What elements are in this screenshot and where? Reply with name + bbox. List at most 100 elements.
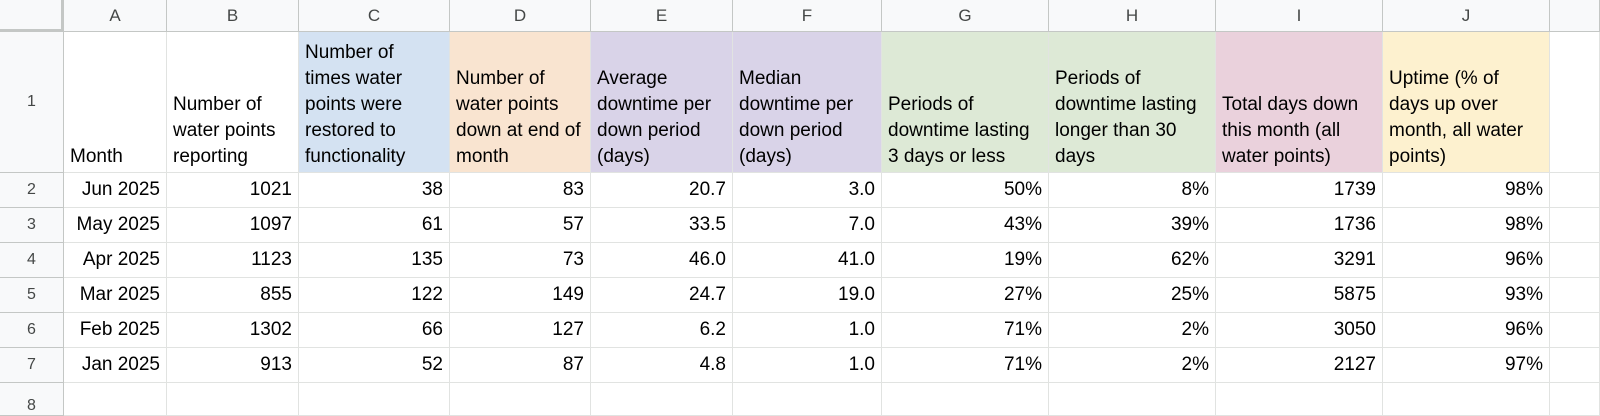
- column-header-a[interactable]: A: [64, 0, 167, 32]
- row-header[interactable]: 8: [0, 383, 64, 416]
- empty-cell[interactable]: [1216, 383, 1383, 416]
- header-cell-month[interactable]: Month: [64, 32, 167, 173]
- empty-cell[interactable]: [1550, 208, 1600, 243]
- cell-points-reporting[interactable]: 1123: [167, 243, 299, 278]
- empty-cell[interactable]: [64, 383, 167, 416]
- cell-median-downtime[interactable]: 41.0: [733, 243, 882, 278]
- cell-uptime[interactable]: 96%: [1383, 313, 1550, 348]
- empty-cell[interactable]: [1550, 173, 1600, 208]
- header-cell-times-restored[interactable]: Number of times water points were restor…: [299, 32, 450, 173]
- empty-cell[interactable]: [882, 383, 1049, 416]
- select-all-corner[interactable]: [0, 0, 64, 32]
- cell-month[interactable]: Apr 2025: [64, 243, 167, 278]
- column-header-h[interactable]: H: [1049, 0, 1216, 32]
- cell-long-downtime[interactable]: 2%: [1049, 348, 1216, 383]
- cell-times-restored[interactable]: 66: [299, 313, 450, 348]
- cell-points-down[interactable]: 57: [450, 208, 591, 243]
- row-header[interactable]: 5: [0, 278, 64, 313]
- cell-total-days-down[interactable]: 3050: [1216, 313, 1383, 348]
- empty-cell[interactable]: [1550, 278, 1600, 313]
- cell-total-days-down[interactable]: 1736: [1216, 208, 1383, 243]
- column-header-e[interactable]: E: [591, 0, 733, 32]
- cell-times-restored[interactable]: 38: [299, 173, 450, 208]
- column-header-d[interactable]: D: [450, 0, 591, 32]
- header-cell-total-days-down[interactable]: Total days down this month (all water po…: [1216, 32, 1383, 173]
- empty-cell[interactable]: [1550, 243, 1600, 278]
- header-cell-long-downtime[interactable]: Periods of downtime lasting longer than …: [1049, 32, 1216, 173]
- header-cell-median-downtime[interactable]: Median downtime per down period (days): [733, 32, 882, 173]
- cell-total-days-down[interactable]: 2127: [1216, 348, 1383, 383]
- cell-uptime[interactable]: 97%: [1383, 348, 1550, 383]
- column-header-f[interactable]: F: [733, 0, 882, 32]
- empty-cell[interactable]: [450, 383, 591, 416]
- cell-points-down[interactable]: 149: [450, 278, 591, 313]
- cell-points-reporting[interactable]: 855: [167, 278, 299, 313]
- column-header-c[interactable]: C: [299, 0, 450, 32]
- cell-average-downtime[interactable]: 6.2: [591, 313, 733, 348]
- cell-times-restored[interactable]: 122: [299, 278, 450, 313]
- cell-times-restored[interactable]: 61: [299, 208, 450, 243]
- cell-points-down[interactable]: 83: [450, 173, 591, 208]
- cell-uptime[interactable]: 98%: [1383, 173, 1550, 208]
- cell-short-downtime[interactable]: 27%: [882, 278, 1049, 313]
- cell-long-downtime[interactable]: 39%: [1049, 208, 1216, 243]
- cell-points-reporting[interactable]: 913: [167, 348, 299, 383]
- cell-points-reporting[interactable]: 1021: [167, 173, 299, 208]
- cell-long-downtime[interactable]: 25%: [1049, 278, 1216, 313]
- empty-cell[interactable]: [733, 383, 882, 416]
- cell-points-down[interactable]: 87: [450, 348, 591, 383]
- header-cell-short-downtime[interactable]: Periods of downtime lasting 3 days or le…: [882, 32, 1049, 173]
- row-header[interactable]: 2: [0, 173, 64, 208]
- cell-times-restored[interactable]: 52: [299, 348, 450, 383]
- empty-cell[interactable]: [1550, 383, 1600, 416]
- cell-points-reporting[interactable]: 1097: [167, 208, 299, 243]
- cell-average-downtime[interactable]: 46.0: [591, 243, 733, 278]
- row-header-1[interactable]: 1: [0, 32, 64, 173]
- cell-average-downtime[interactable]: 20.7: [591, 173, 733, 208]
- cell-points-down[interactable]: 73: [450, 243, 591, 278]
- cell-long-downtime[interactable]: 8%: [1049, 173, 1216, 208]
- empty-cell[interactable]: [1550, 32, 1600, 173]
- cell-median-downtime[interactable]: 7.0: [733, 208, 882, 243]
- header-cell-uptime[interactable]: Uptime (% of days up over month, all wat…: [1383, 32, 1550, 173]
- cell-short-downtime[interactable]: 71%: [882, 313, 1049, 348]
- column-header-j[interactable]: J: [1383, 0, 1550, 32]
- row-header[interactable]: 4: [0, 243, 64, 278]
- column-header-k[interactable]: [1550, 0, 1600, 32]
- row-header[interactable]: 6: [0, 313, 64, 348]
- cell-total-days-down[interactable]: 1739: [1216, 173, 1383, 208]
- cell-median-downtime[interactable]: 1.0: [733, 348, 882, 383]
- cell-average-downtime[interactable]: 24.7: [591, 278, 733, 313]
- cell-month[interactable]: Feb 2025: [64, 313, 167, 348]
- cell-short-downtime[interactable]: 50%: [882, 173, 1049, 208]
- empty-cell[interactable]: [1550, 348, 1600, 383]
- cell-short-downtime[interactable]: 71%: [882, 348, 1049, 383]
- header-cell-points-reporting[interactable]: Number of water points reporting: [167, 32, 299, 173]
- cell-month[interactable]: Jun 2025: [64, 173, 167, 208]
- empty-cell[interactable]: [591, 383, 733, 416]
- cell-long-downtime[interactable]: 2%: [1049, 313, 1216, 348]
- cell-median-downtime[interactable]: 1.0: [733, 313, 882, 348]
- empty-cell[interactable]: [299, 383, 450, 416]
- cell-total-days-down[interactable]: 5875: [1216, 278, 1383, 313]
- empty-cell[interactable]: [1550, 313, 1600, 348]
- empty-cell[interactable]: [167, 383, 299, 416]
- cell-month[interactable]: Mar 2025: [64, 278, 167, 313]
- cell-month[interactable]: May 2025: [64, 208, 167, 243]
- row-header[interactable]: 3: [0, 208, 64, 243]
- header-cell-points-down[interactable]: Number of water points down at end of mo…: [450, 32, 591, 173]
- column-header-b[interactable]: B: [167, 0, 299, 32]
- empty-cell[interactable]: [1383, 383, 1550, 416]
- cell-uptime[interactable]: 98%: [1383, 208, 1550, 243]
- cell-uptime[interactable]: 93%: [1383, 278, 1550, 313]
- cell-points-reporting[interactable]: 1302: [167, 313, 299, 348]
- cell-month[interactable]: Jan 2025: [64, 348, 167, 383]
- header-cell-average-downtime[interactable]: Average downtime per down period (days): [591, 32, 733, 173]
- cell-times-restored[interactable]: 135: [299, 243, 450, 278]
- row-header[interactable]: 7: [0, 348, 64, 383]
- cell-median-downtime[interactable]: 19.0: [733, 278, 882, 313]
- cell-total-days-down[interactable]: 3291: [1216, 243, 1383, 278]
- column-header-g[interactable]: G: [882, 0, 1049, 32]
- column-header-i[interactable]: I: [1216, 0, 1383, 32]
- cell-average-downtime[interactable]: 33.5: [591, 208, 733, 243]
